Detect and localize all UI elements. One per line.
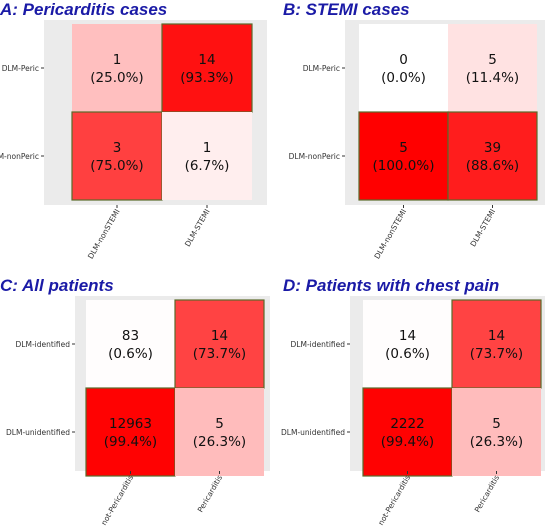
cell-percent-label: (25.0%): [90, 70, 143, 86]
x-axis-label: Pericarditis: [196, 473, 225, 514]
heatmap-cell-0-1: [161, 23, 253, 113]
cell-count-label: 5: [492, 416, 501, 432]
cell-count-label: 5: [399, 140, 408, 156]
x-axis-label: DLM-STEMI: [468, 208, 497, 249]
y-axis-label: DLM-unidentified: [6, 428, 70, 437]
cell-percent-label: (99.4%): [104, 434, 157, 450]
panel-title-b: B: STEMI cases: [283, 0, 410, 19]
cell-percent-label: (73.7%): [193, 346, 246, 362]
cell-percent-label: (11.4%): [466, 70, 519, 86]
heatmap-d: 14 (0.6%) 14 (73.7%) 2222 (99.4%) 5 (26.3%) DLM-…: [281, 296, 545, 527]
cell-count-label: 14: [488, 328, 505, 344]
cell-percent-label: (26.3%): [193, 434, 246, 450]
heatmap-cell-0-0: [359, 24, 448, 112]
y-axis-label: DLM-nonPeric: [0, 152, 39, 161]
cell-percent-label: (0.6%): [385, 346, 430, 362]
cell-count-label: 14: [399, 328, 416, 344]
heatmap-a: 1 (25.0%) 14 (93.3%) 3 (75.0%) 1 (6.7%) DLM-Peri…: [0, 20, 267, 261]
x-axis-label: not-Pericarditis: [99, 473, 135, 526]
heatmap-cell-0-0: [86, 300, 175, 388]
heatmap-cell-1-0: [362, 387, 453, 477]
x-axis-label: DLM-STEMI: [183, 208, 212, 249]
panel-title-d: D: Patients with chest pain: [283, 276, 500, 295]
panel-a: A: Pericarditis cases 1 (25.0%) 14 (93.3%) 3…: [0, 0, 275, 266]
heatmap-cell-1-1: [447, 111, 538, 201]
x-axis-label: not-Pericarditis: [376, 473, 412, 526]
cell-percent-label: (26.3%): [470, 434, 523, 450]
heatmap-b: 0 (0.0%) 5 (11.4%) 5 (100.0%) 39 (88.6%) DLM-Per…: [289, 20, 545, 261]
cell-count-label: 1: [203, 140, 212, 156]
y-axis-label: DLM-Peric: [2, 64, 39, 73]
cell-count-label: 5: [215, 416, 224, 432]
panel-b: B: STEMI cases 0 (0.0%) 5 (11.4%) 5 (100.0%) 3…: [275, 0, 550, 266]
x-axis-label: DLM-nonSTEMI: [86, 208, 122, 261]
cell-percent-label: (73.7%): [470, 346, 523, 362]
cell-count-label: 14: [211, 328, 228, 344]
heatmap-cell-1-0: [85, 387, 176, 477]
cell-count-label: 12963: [109, 416, 152, 432]
heatmap-cell-0-1: [451, 299, 542, 389]
cell-percent-label: (93.3%): [180, 70, 233, 86]
heatmap-cell-0-1: [174, 299, 265, 389]
cell-percent-label: (0.6%): [108, 346, 153, 362]
cell-percent-label: (75.0%): [90, 158, 143, 174]
cell-percent-label: (88.6%): [466, 158, 519, 174]
y-axis-label: DLM-Peric: [303, 64, 340, 73]
cell-percent-label: (99.4%): [381, 434, 434, 450]
panel-title-c: C: All patients: [0, 276, 114, 295]
x-axis-label: Pericarditis: [473, 473, 502, 514]
panel-title-a: A: Pericarditis cases: [0, 0, 168, 19]
y-axis-label: DLM-unidentified: [281, 428, 345, 437]
cell-count-label: 5: [488, 52, 497, 68]
panel-c: C: All patients 83 (0.6%) 14 (73.7%) 12963 (9…: [0, 266, 275, 532]
heatmap-cell-1-1: [452, 388, 541, 476]
cell-count-label: 2222: [390, 416, 424, 432]
heatmap-cell-1-0: [358, 111, 449, 201]
cell-count-label: 39: [484, 140, 501, 156]
heatmap-cell-1-1: [175, 388, 264, 476]
y-axis-label: DLM-nonPeric: [289, 152, 340, 161]
cell-count-label: 3: [113, 140, 122, 156]
y-axis-label: DLM-identified: [16, 340, 71, 349]
cell-count-label: 0: [399, 52, 408, 68]
panel-d: D: Patients with chest pain 14 (0.6%) 14 (7…: [275, 266, 550, 532]
cell-count-label: 83: [122, 328, 139, 344]
heatmap-cell-1-1: [162, 112, 252, 200]
cell-percent-label: (6.7%): [185, 158, 230, 174]
heatmap-cell-0-1: [448, 24, 537, 112]
heatmap-cell-0-0: [363, 300, 452, 388]
cell-percent-label: (0.0%): [381, 70, 426, 86]
cell-count-label: 1: [113, 52, 122, 68]
heatmap-cell-1-0: [71, 111, 163, 201]
y-axis-label: DLM-identified: [291, 340, 346, 349]
heatmap-cell-0-0: [72, 24, 162, 112]
x-axis-label: DLM-nonSTEMI: [372, 208, 408, 261]
heatmap-c: 83 (0.6%) 14 (73.7%) 12963 (99.4%) 5 (26.3%) DLM…: [6, 296, 270, 527]
cell-percent-label: (100.0%): [372, 158, 434, 174]
cell-count-label: 14: [198, 52, 215, 68]
